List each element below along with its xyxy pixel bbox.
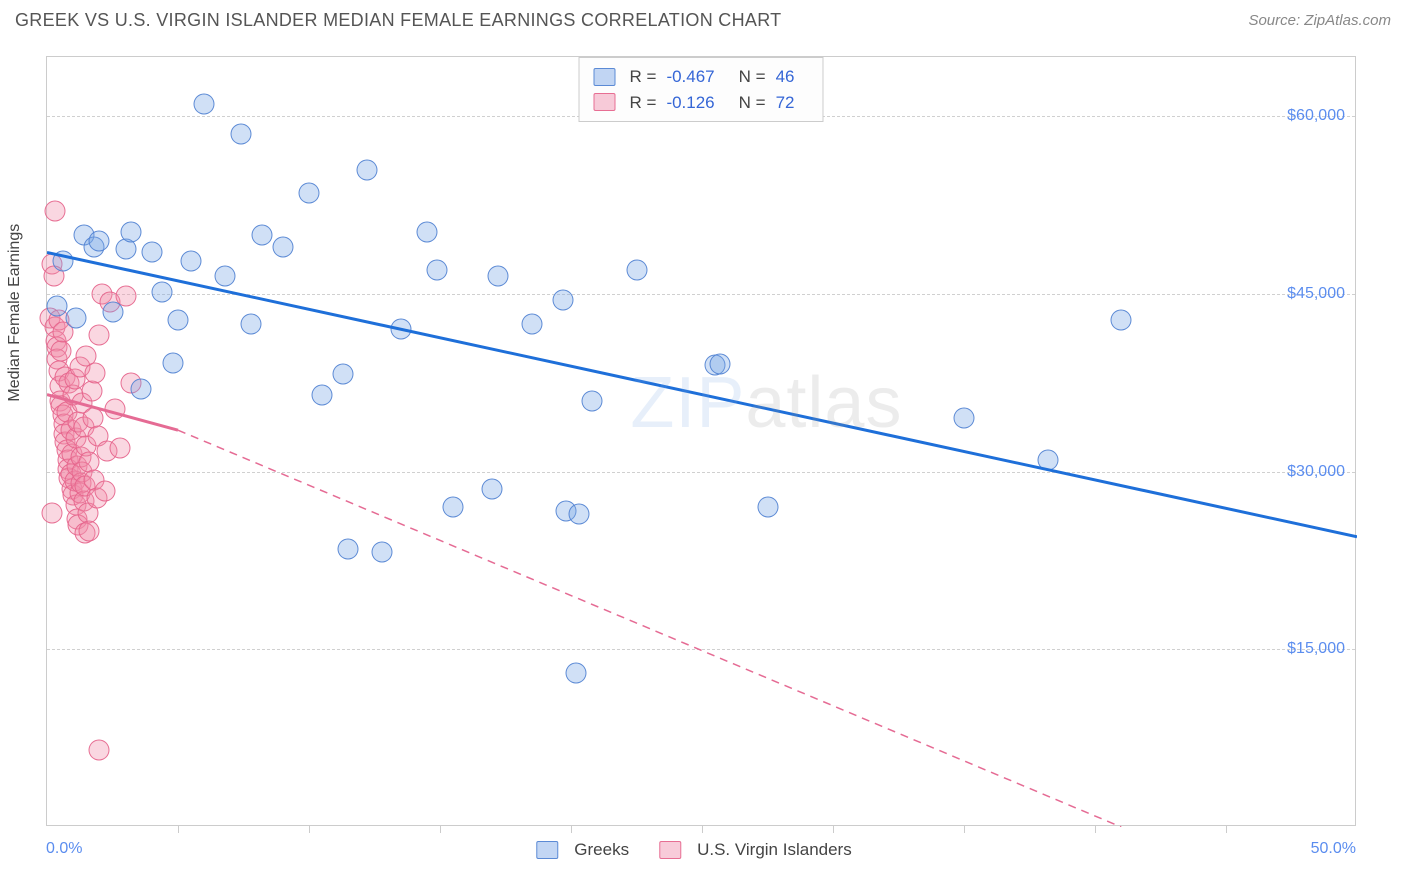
x-axis-min-label: 0.0% [46,840,82,858]
gridline [47,294,1355,295]
data-point [566,663,587,684]
data-point [42,503,63,524]
data-point [757,497,778,518]
data-point [78,520,99,541]
y-tick-label: $30,000 [1287,463,1345,481]
data-point [120,222,141,243]
data-point [65,307,86,328]
x-tick [571,825,572,833]
data-point [390,319,411,340]
data-point [215,266,236,287]
data-point [356,159,377,180]
data-point [710,353,731,374]
data-point [44,201,65,222]
n-label: N = [739,90,766,116]
data-point [626,260,647,281]
y-axis-title: Median Female Earnings [6,224,24,402]
data-point [272,236,293,257]
legend-swatch [659,841,681,859]
data-point [553,289,574,310]
source-label: Source: ZipAtlas.com [1248,12,1391,29]
data-point [482,479,503,500]
data-point [85,363,106,384]
n-label: N = [739,64,766,90]
x-tick [833,825,834,833]
data-point [105,398,126,419]
data-point [110,437,131,458]
data-point [487,266,508,287]
x-tick [309,825,310,833]
x-tick [440,825,441,833]
data-point [521,313,542,334]
r-label: R = [630,90,657,116]
data-point [416,222,437,243]
legend-row: R = -0.126 N = 72 [594,90,809,116]
chart-plot-area: $15,000$30,000$45,000$60,000 ZIPatlas R … [46,56,1356,826]
data-point [168,309,189,330]
y-tick-label: $45,000 [1287,285,1345,303]
n-value: 46 [776,64,795,90]
data-point [568,504,589,525]
data-point [94,480,115,501]
data-point [141,242,162,263]
data-point [51,340,72,361]
data-point [372,542,393,563]
data-point [81,381,102,402]
gridline [47,472,1355,473]
data-point [333,364,354,385]
data-point [181,250,202,271]
data-point [152,281,173,302]
data-point [338,538,359,559]
legend-swatch [594,68,616,86]
series-legend: Greeks U.S. Virgin Islanders [536,840,869,860]
x-tick [1095,825,1096,833]
y-tick-label: $60,000 [1287,107,1345,125]
r-value: -0.467 [666,64,714,90]
x-axis-max-label: 50.0% [1311,840,1356,858]
data-point [954,408,975,429]
chart-title: GREEK VS U.S. VIRGIN ISLANDER MEDIAN FEM… [15,10,781,31]
data-point [230,124,251,145]
y-tick-label: $15,000 [1287,640,1345,658]
data-point [443,497,464,518]
data-point [194,94,215,115]
data-point [89,325,110,346]
data-point [47,295,68,316]
r-value: -0.126 [666,90,714,116]
data-point [89,740,110,761]
data-point [102,301,123,322]
n-value: 72 [776,90,795,116]
legend-swatch [536,841,558,859]
data-point [251,224,272,245]
x-tick [964,825,965,833]
data-point [52,250,73,271]
data-point [1037,449,1058,470]
data-point [1111,309,1132,330]
x-tick [1226,825,1227,833]
data-point [312,384,333,405]
x-tick [178,825,179,833]
data-point [581,390,602,411]
data-point [299,183,320,204]
legend-row: R = -0.467 N = 46 [594,64,809,90]
x-tick [702,825,703,833]
data-point [131,378,152,399]
legend-label: U.S. Virgin Islanders [697,840,852,860]
gridline [47,649,1355,650]
data-point [427,260,448,281]
correlation-legend: R = -0.467 N = 46 R = -0.126 N = 72 [579,57,824,122]
data-point [89,230,110,251]
data-point [162,352,183,373]
legend-label: Greeks [574,840,629,860]
legend-swatch [594,93,616,111]
data-point [241,313,262,334]
r-label: R = [630,64,657,90]
